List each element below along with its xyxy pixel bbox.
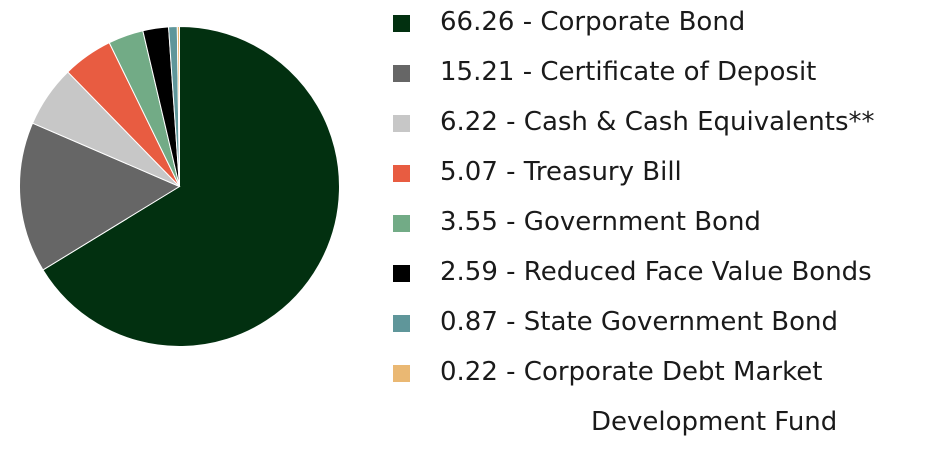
legend-label: 15.21 - Certificate of Deposit <box>440 57 817 87</box>
pie-chart <box>19 26 340 347</box>
legend-swatch <box>393 215 410 232</box>
pie-slice-corporate-debt-market <box>176 26 180 187</box>
legend-label: 6.22 - Cash & Cash Equivalents** <box>440 107 875 137</box>
legend-swatch <box>393 315 410 332</box>
legend-label: 0.22 - Corporate Debt Market <box>440 357 823 387</box>
legend-label: 66.26 - Corporate Bond <box>440 7 746 37</box>
pie-slice-corporate-bond <box>42 26 340 347</box>
legend-label: 0.87 - State Government Bond <box>440 307 839 337</box>
legend-label: 2.59 - Reduced Face Value Bonds <box>440 257 872 287</box>
pie-slice-certificate-of-deposit <box>19 122 181 271</box>
legend-label: 5.07 - Treasury Bill <box>440 157 682 187</box>
legend-swatch <box>393 115 410 132</box>
legend-label-continuation: Development Fund <box>591 407 838 437</box>
legend-swatch <box>393 165 410 182</box>
legend-swatch <box>393 65 410 82</box>
legend-swatch <box>393 265 410 282</box>
legend-label: 3.55 - Government Bond <box>440 207 761 237</box>
legend-swatch <box>393 15 410 32</box>
legend-swatch <box>393 365 410 382</box>
